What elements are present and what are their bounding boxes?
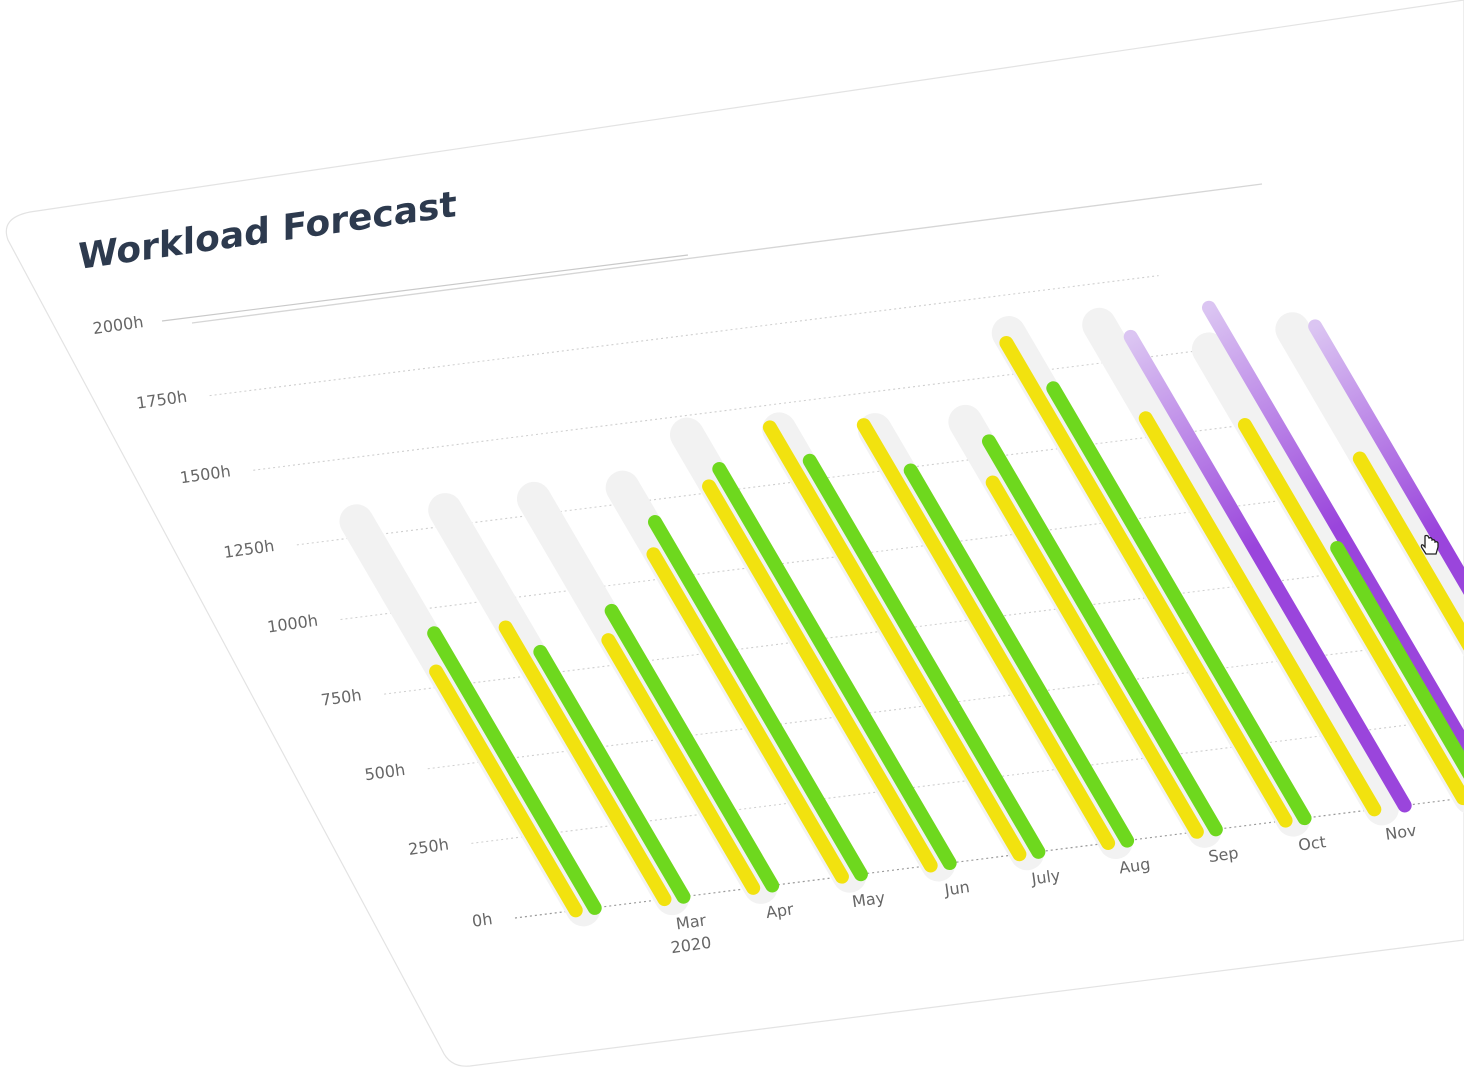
- bar-capacity: [1275, 312, 1464, 657]
- bar-capacity: [605, 470, 867, 893]
- bar-yellow: [498, 620, 672, 907]
- bar-yellow: [1138, 411, 1382, 817]
- bar-green: [648, 515, 868, 882]
- bar-yellow: [702, 479, 938, 873]
- bar-green: [427, 626, 602, 915]
- bar-green: [981, 434, 1223, 837]
- bar-green: [712, 462, 957, 871]
- x-tick-label: Apr: [765, 899, 795, 922]
- bar-green: [1330, 540, 1464, 779]
- bar-capacity: [1082, 307, 1399, 826]
- bar-capacity: [516, 481, 778, 904]
- bar-green: [1046, 381, 1312, 826]
- bar-capacity: [991, 316, 1311, 837]
- bar-capacity: [857, 413, 1133, 860]
- bar-purple: [1201, 300, 1464, 758]
- bar-green: [533, 644, 691, 904]
- bar-green: [903, 463, 1135, 848]
- bar-yellow: [1352, 451, 1464, 651]
- bar-purple: [1123, 329, 1412, 813]
- x-tick-label: Sep: [1207, 843, 1240, 866]
- bar-capacity: [762, 412, 1044, 871]
- x-tick-label: July: [1029, 866, 1061, 889]
- bar-green: [802, 453, 1046, 859]
- bar-capacity: [669, 417, 956, 882]
- bar-yellow: [856, 418, 1116, 850]
- bar-capacity: [428, 493, 690, 916]
- x-tick-label: Nov: [1384, 821, 1418, 844]
- bar-capacity: [948, 404, 1222, 848]
- x-tick-label: May: [851, 888, 886, 911]
- bar-yellow: [762, 420, 1027, 862]
- hand-pointer-icon: [1420, 534, 1439, 555]
- bar-purple: [1308, 319, 1464, 595]
- title-divider: [191, 183, 1263, 324]
- x-tick-label: Oct: [1297, 832, 1327, 855]
- x-tick-label: Mar: [675, 910, 708, 933]
- bar-yellow: [985, 475, 1204, 839]
- bar-green: [604, 603, 780, 893]
- bar-capacity: [1191, 332, 1464, 813]
- bar-yellow: [429, 664, 583, 918]
- x-tick-label: Aug: [1118, 854, 1152, 877]
- y-tick-label: 0h: [471, 909, 494, 931]
- bar-yellow: [646, 547, 849, 884]
- bar-yellow: [1237, 417, 1464, 806]
- x-tick-label: Jun: [942, 877, 970, 899]
- bar-capacity: [339, 504, 601, 927]
- gridline-2000h: [161, 254, 689, 322]
- bar-yellow: [601, 633, 761, 895]
- bar-yellow: [999, 335, 1293, 828]
